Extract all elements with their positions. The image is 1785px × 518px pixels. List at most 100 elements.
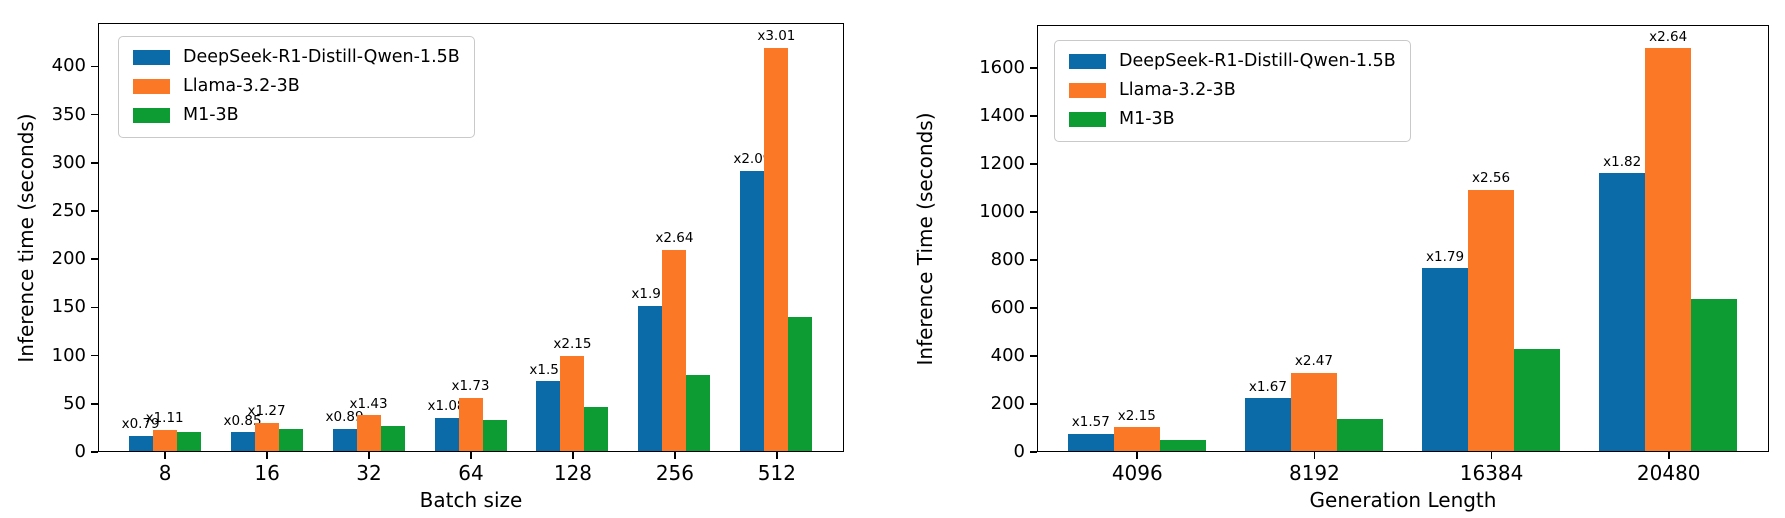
x-tick xyxy=(1490,452,1493,459)
bar-DeepSeek-R1-Distill-Qwen-1.5B-8192 xyxy=(1244,398,1291,451)
legend: DeepSeek-R1-Distill-Qwen-1.5B Llama-3.2-3… xyxy=(1054,40,1411,142)
y-tick-label: 1600 xyxy=(979,56,1025,78)
y-tick xyxy=(1030,163,1037,165)
y-tick-label: 400 xyxy=(51,55,86,77)
legend-label: DeepSeek-R1-Distill-Qwen-1.5B xyxy=(1119,51,1396,71)
bar-multiplier-label: x3.01 xyxy=(757,28,796,45)
bar-DeepSeek-R1-Distill-Qwen-1.5B-512 xyxy=(740,170,765,451)
x-tick-label-16384: 16384 xyxy=(1459,461,1524,485)
x-tick xyxy=(470,452,472,459)
bar-multiplier-label: x1.91 xyxy=(631,286,670,303)
x-tick xyxy=(1136,452,1139,459)
x-tick xyxy=(368,452,370,459)
y-tick-label: 400 xyxy=(990,344,1025,366)
legend-swatch xyxy=(133,50,170,66)
x-axis-label: Batch size xyxy=(419,488,523,512)
bar-multiplier-label: x1.08 xyxy=(427,398,466,415)
x-tick-label-32: 32 xyxy=(356,461,382,485)
y-tick xyxy=(91,402,98,405)
x-tick-label-8: 8 xyxy=(158,461,172,485)
y-tick-label: 0 xyxy=(1013,441,1025,462)
bar-DeepSeek-R1-Distill-Qwen-1.5B-128 xyxy=(536,381,561,451)
bar-multiplier-label: x2.09 xyxy=(733,151,772,168)
legend-label: Llama-3.2-3B xyxy=(1119,79,1236,100)
y-tick-label: 50 xyxy=(63,392,86,414)
bar-Llama-3.2-3B-32 xyxy=(356,415,381,451)
y-tick-label: 0 xyxy=(74,441,86,462)
y-tick xyxy=(91,65,98,68)
bar-multiplier-label: x0.79 xyxy=(121,416,160,433)
bar-Llama-3.2-3B-20480 xyxy=(1645,48,1692,451)
x-tick-label-64: 64 xyxy=(458,461,484,485)
bar-DeepSeek-R1-Distill-Qwen-1.5B-8 xyxy=(128,435,153,451)
bar-multiplier-label: x2.15 xyxy=(553,336,592,353)
bar-M1-3B-16384 xyxy=(1514,348,1561,451)
legend-label: M1-3B xyxy=(183,104,239,125)
y-tick-label: 300 xyxy=(51,151,86,173)
legend-swatch xyxy=(1069,54,1106,70)
x-tick xyxy=(776,452,778,459)
bar-multiplier-label: x1.67 xyxy=(1248,378,1287,395)
bar-Llama-3.2-3B-8192 xyxy=(1290,372,1337,451)
bar-multiplier-label: x1.79 xyxy=(1426,248,1465,265)
y-tick xyxy=(91,354,98,357)
bar-DeepSeek-R1-Distill-Qwen-1.5B-20480 xyxy=(1599,173,1646,451)
x-tick xyxy=(1667,452,1670,459)
bar-M1-3B-16 xyxy=(278,428,303,451)
x-tick-label-8192: 8192 xyxy=(1288,461,1340,485)
bar-Llama-3.2-3B-4096 xyxy=(1113,427,1160,451)
bar-M1-3B-8 xyxy=(176,431,201,451)
legend-swatch xyxy=(1069,112,1106,128)
legend-item-Llama-3.2-3B: Llama-3.2-3B xyxy=(1069,80,1396,102)
bar-M1-3B-512 xyxy=(788,317,813,451)
y-tick-label: 1200 xyxy=(979,152,1025,174)
legend-item-DeepSeek-R1-Distill-Qwen-1.5B: DeepSeek-R1-Distill-Qwen-1.5B xyxy=(1069,51,1396,73)
bar-DeepSeek-R1-Distill-Qwen-1.5B-16 xyxy=(230,432,255,451)
y-tick xyxy=(91,306,98,309)
bar-multiplier-label: x2.56 xyxy=(1472,170,1511,187)
y-tick xyxy=(91,161,98,164)
bar-M1-3B-64 xyxy=(482,420,507,451)
x-axis-label: Generation Length xyxy=(1309,488,1497,512)
bar-M1-3B-4096 xyxy=(1159,439,1206,451)
y-axis-label: Inference Time (seconds) xyxy=(913,112,937,365)
bar-Llama-3.2-3B-128 xyxy=(560,355,585,451)
bar-M1-3B-128 xyxy=(584,406,609,451)
bar-Llama-3.2-3B-16384 xyxy=(1468,189,1515,451)
bar-DeepSeek-R1-Distill-Qwen-1.5B-4096 xyxy=(1067,433,1114,451)
bar-M1-3B-32 xyxy=(380,425,405,451)
legend-swatch xyxy=(133,108,170,124)
y-tick-label: 200 xyxy=(51,248,86,270)
legend-item-M1-3B: M1-3B xyxy=(1069,109,1396,131)
x-tick xyxy=(1313,452,1316,459)
y-tick xyxy=(91,210,98,212)
y-tick-label: 800 xyxy=(990,248,1025,270)
y-tick-label: 100 xyxy=(51,344,86,366)
x-tick-label-256: 256 xyxy=(655,461,694,485)
bar-multiplier-label: x1.73 xyxy=(451,378,490,395)
x-tick xyxy=(266,452,268,459)
x-tick xyxy=(674,452,676,459)
bar-DeepSeek-R1-Distill-Qwen-1.5B-64 xyxy=(434,417,459,451)
bar-multiplier-label: x0.85 xyxy=(223,412,262,429)
legend-swatch xyxy=(1069,83,1106,99)
bar-Llama-3.2-3B-512 xyxy=(764,47,789,451)
bar-Llama-3.2-3B-16 xyxy=(254,422,279,451)
bar-multiplier-label: x1.57 xyxy=(1071,414,1110,431)
bar-multiplier-label: x1.82 xyxy=(1603,153,1642,170)
bar-M1-3B-8192 xyxy=(1336,419,1383,451)
x-tick xyxy=(164,452,166,459)
y-tick-label: 600 xyxy=(990,296,1025,318)
x-tick xyxy=(572,452,574,459)
x-tick-label-512: 512 xyxy=(757,461,796,485)
y-axis-label: Inference time (seconds) xyxy=(14,112,38,363)
x-tick-label-4096: 4096 xyxy=(1111,461,1163,485)
y-tick xyxy=(91,113,98,116)
bar-multiplier-label: x2.47 xyxy=(1294,353,1333,370)
legend: DeepSeek-R1-Distill-Qwen-1.5B Llama-3.2-3… xyxy=(118,36,475,138)
y-tick xyxy=(1030,307,1037,309)
y-tick xyxy=(1030,451,1037,453)
legend-item-Llama-3.2-3B: Llama-3.2-3B xyxy=(133,76,460,98)
bar-Llama-3.2-3B-8 xyxy=(152,429,177,451)
